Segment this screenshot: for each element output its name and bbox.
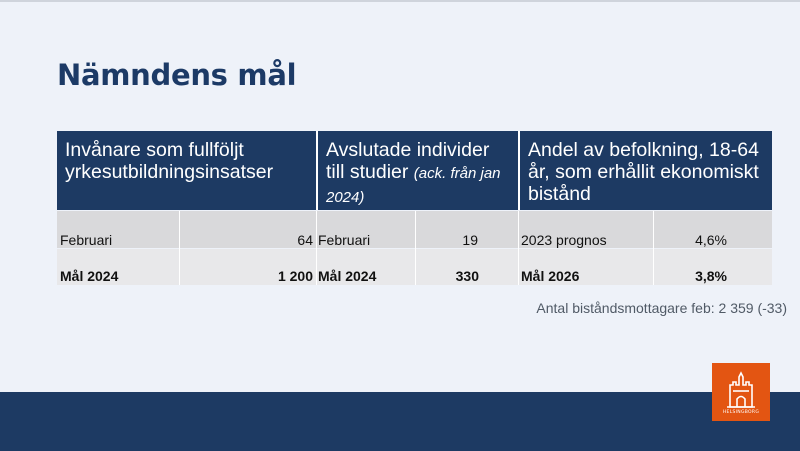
- row-value: 3,8%: [695, 268, 727, 284]
- cell-divider: [316, 211, 317, 285]
- row-value: 330: [455, 268, 479, 284]
- helsingborg-logo: HELSINGBORG: [712, 363, 770, 421]
- header-text-2-line1: Avslutade individer: [326, 139, 490, 161]
- row-label: Februari: [318, 232, 371, 248]
- header-cell-1: Invånare som fullföljt yrkesutbildningsi…: [57, 131, 316, 210]
- table-row: [57, 211, 772, 248]
- header-divider: [518, 131, 520, 210]
- row-label: Februari: [60, 232, 113, 248]
- row-label: 2023 prognos: [521, 232, 607, 248]
- header-cell-3: Andel av befolkning, 18-64 år, som erhål…: [520, 131, 772, 210]
- header-note-2: (ack. från jan 2024): [326, 165, 501, 206]
- header-text-1: Invånare som fullföljt yrkesutbildningsi…: [65, 139, 274, 183]
- cell-divider: [415, 211, 416, 285]
- row-value: 1 200: [277, 268, 313, 284]
- row-value: 19: [462, 232, 478, 248]
- row-label: Mål 2026: [521, 268, 580, 284]
- castle-icon: [727, 371, 755, 408]
- row-value: 4,6%: [695, 232, 727, 248]
- row-value: 64: [297, 232, 313, 248]
- row-label: Mål 2024: [318, 268, 377, 284]
- row-label: Mål 2024: [60, 268, 119, 284]
- header-cell-2: Avslutade individer till studier (ack. f…: [318, 131, 518, 210]
- cell-divider: [653, 211, 654, 285]
- header-text-2-line2: till studier: [326, 161, 409, 183]
- table-row: [57, 249, 772, 285]
- top-border: [0, 0, 800, 2]
- page-title: Nämndens mål: [57, 58, 297, 92]
- cell-divider: [179, 211, 180, 285]
- footer-bar: [0, 392, 800, 451]
- logo-text: HELSINGBORG: [722, 410, 760, 415]
- footnote: Antal biståndsmottagare feb: 2 359 (-33): [536, 300, 787, 316]
- header-divider: [316, 131, 318, 210]
- header-text-3: Andel av befolkning, 18-64 år, som erhål…: [528, 139, 759, 205]
- cell-divider: [518, 211, 519, 285]
